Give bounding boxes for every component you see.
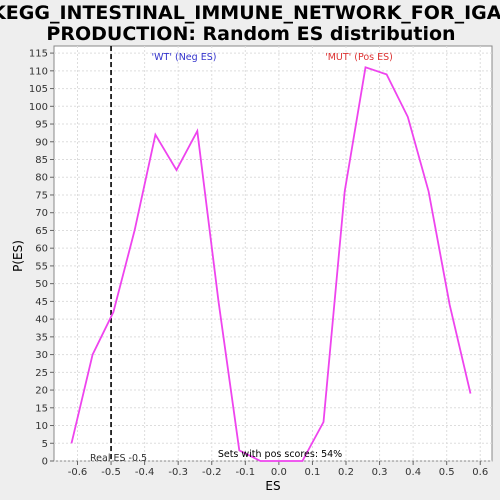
y-tick-label: 55 <box>35 261 48 272</box>
x-tick-label: 0.0 <box>271 467 287 478</box>
x-tick-label: -0.2 <box>202 467 222 478</box>
y-tick-label: 20 <box>35 386 48 397</box>
x-axis-label: ES <box>265 479 280 493</box>
y-tick-label: 15 <box>35 403 48 414</box>
y-tick-label: 70 <box>35 208 48 219</box>
x-tick-label: -0.4 <box>135 467 155 478</box>
pos-scores-annotation: Sets with pos scores: 54% <box>218 449 342 460</box>
x-tick-label: 0.3 <box>372 467 388 478</box>
y-tick-label: 60 <box>35 244 48 255</box>
x-tick-label: -0.3 <box>168 467 188 478</box>
y-tick-label: 50 <box>35 279 48 290</box>
mut-annotation: 'MUT' (Pos ES) <box>325 52 393 63</box>
x-tick-label: 0.6 <box>472 467 488 478</box>
x-tick-label: -0.1 <box>236 467 256 478</box>
y-tick-label: 110 <box>29 66 48 77</box>
x-tick-label: -0.5 <box>101 467 121 478</box>
chart-title-line2: PRODUCTION: Random ES distribution <box>46 23 455 45</box>
series-line <box>70 66 472 462</box>
y-axis-label: P(ES) <box>11 240 25 272</box>
y-tick-label: 30 <box>35 350 48 361</box>
x-axis: -0.6 -0.5 -0.4 -0.3 -0.2 -0.1 0.0 0.1 0.2 0.3 0.4 0… <box>68 461 488 478</box>
y-tick-label: 90 <box>35 137 48 148</box>
y-tick-label: 85 <box>35 155 48 166</box>
wt-annotation: 'WT' (Neg ES) <box>152 52 217 63</box>
real-es-label: Real ES -0.5 <box>90 453 147 464</box>
grid <box>54 46 492 462</box>
y-tick-label: 35 <box>35 332 48 343</box>
chart-title-line1: KEGG_INTESTINAL_IMMUNE_NETWORK_FOR_IGA_ <box>0 2 500 24</box>
y-axis: 0 5 10 15 20 25 30 35 40 45 50 55 60 65 70 75 80 85 90 95 10… <box>29 49 54 468</box>
y-tick-label: 100 <box>29 102 48 113</box>
plot-area <box>53 45 493 462</box>
y-tick-label: 65 <box>35 226 48 237</box>
y-tick-label: 95 <box>35 120 48 131</box>
x-tick-label: 0.4 <box>405 467 421 478</box>
x-tick-label: 0.5 <box>439 467 455 478</box>
y-tick-label: 5 <box>42 439 48 450</box>
y-tick-label: 45 <box>35 297 48 308</box>
x-tick-label: -0.6 <box>68 467 88 478</box>
y-tick-label: 10 <box>35 421 48 432</box>
x-tick-label: 0.2 <box>338 467 354 478</box>
x-tick-label: 0.1 <box>304 467 320 478</box>
y-tick-label: 80 <box>35 173 48 184</box>
y-tick-label: 0 <box>42 457 48 468</box>
y-tick-label: 105 <box>29 84 48 95</box>
y-tick-label: 40 <box>35 315 48 326</box>
y-tick-label: 75 <box>35 190 48 201</box>
y-tick-label: 25 <box>35 368 48 379</box>
y-tick-label: 115 <box>29 49 48 60</box>
